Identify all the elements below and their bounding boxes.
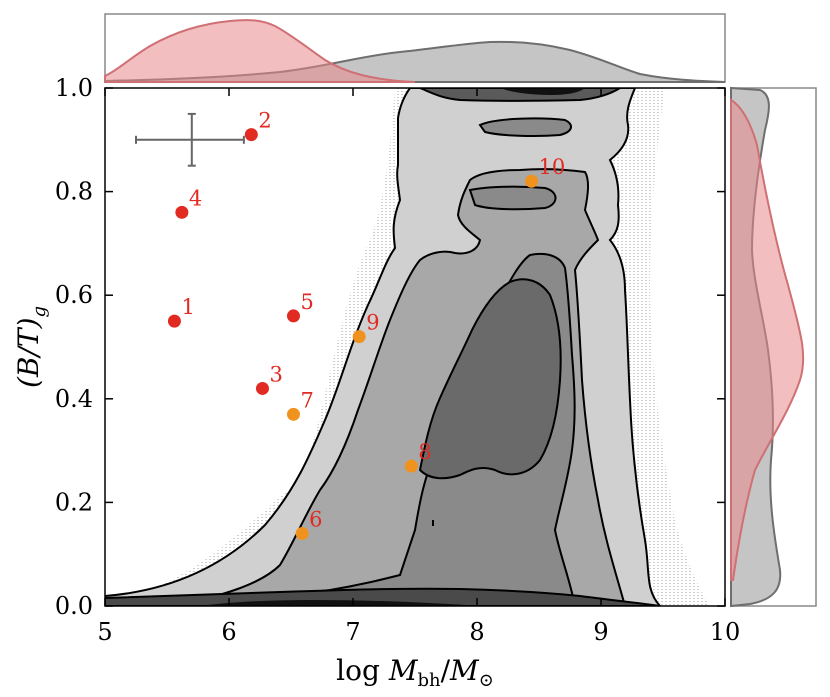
- y-tick-label: 0.2: [55, 488, 93, 516]
- data-point-4: [175, 205, 189, 219]
- data-point-5: [286, 309, 300, 323]
- contour-island-mid: [468, 185, 557, 211]
- top-marginal: [104, 13, 726, 83]
- x-tick-label: 7: [345, 618, 360, 646]
- data-point-label-6: 6: [309, 507, 322, 531]
- x-tick-label: 6: [221, 618, 236, 646]
- data-point-6: [295, 526, 309, 540]
- main-plot: 1 2 3 4 5 6 7 8 9 10: [104, 87, 726, 607]
- contour-level-4: [418, 278, 562, 480]
- x-tick-label: 5: [97, 618, 112, 646]
- y-tick-label: 0.8: [55, 178, 93, 206]
- data-point-label-7: 7: [300, 388, 313, 412]
- x-tick-label: 10: [710, 618, 741, 646]
- data-point-9: [352, 330, 366, 344]
- data-point-7: [286, 407, 300, 421]
- data-point-label-3: 3: [269, 362, 282, 386]
- contour-top-core: [500, 88, 585, 95]
- data-point-10: [525, 174, 539, 188]
- data-point-label-10: 10: [539, 155, 566, 179]
- data-points: 1 2 3 4 5 6 7 8 9 10: [167, 109, 566, 540]
- top-marginal-red-kde: [104, 19, 416, 83]
- y-tick-label: 1.0: [55, 74, 93, 102]
- axis-ticks: [104, 87, 726, 607]
- y-tick-label: 0.0: [55, 592, 93, 620]
- data-point-label-2: 2: [258, 109, 271, 133]
- data-point-label-8: 8: [418, 440, 431, 464]
- data-point-label-4: 4: [189, 186, 202, 210]
- data-point-8: [404, 459, 418, 473]
- contour-bottom-core: [200, 600, 480, 606]
- data-point-label-9: 9: [366, 311, 379, 335]
- data-point-2: [244, 128, 258, 142]
- data-point-label-5: 5: [300, 290, 313, 314]
- y-tick-label: 0.6: [55, 281, 93, 309]
- y-tick-label: 0.4: [55, 385, 93, 413]
- x-tick-label: 9: [593, 618, 608, 646]
- data-point-3: [255, 381, 269, 395]
- x-axis-title: log Mbh/M⊙: [336, 654, 494, 691]
- main-plot-frame: [104, 87, 726, 607]
- right-marginal: [730, 86, 817, 608]
- density-contours: [105, 88, 710, 606]
- contour-island-upper: [478, 117, 572, 137]
- right-marginal-red-kde: [730, 98, 805, 581]
- error-bar: [135, 112, 245, 167]
- data-point-1: [167, 314, 181, 328]
- y-axis-title: (B/T)g: [12, 306, 50, 388]
- data-point-label-1: 1: [181, 295, 194, 319]
- contour-bottom-band: [105, 587, 661, 606]
- x-tick-label: 8: [469, 618, 484, 646]
